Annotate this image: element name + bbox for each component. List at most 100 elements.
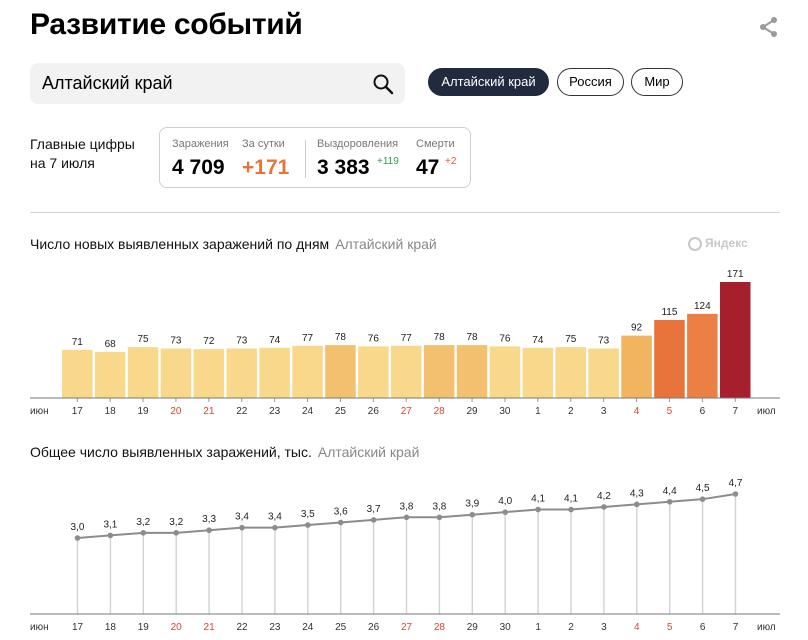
bar-value-label: 115 bbox=[661, 307, 677, 318]
daily-chart-title-text: Число новых выявленных заражений по дням bbox=[30, 236, 330, 252]
recovered-value: 3 383 bbox=[317, 156, 370, 179]
x-tick-label: 1 bbox=[535, 622, 541, 633]
data-point bbox=[305, 522, 311, 528]
x-end-label: июл bbox=[757, 406, 776, 417]
x-tick-label: 23 bbox=[269, 622, 281, 633]
bar bbox=[654, 319, 685, 398]
bar bbox=[456, 345, 488, 398]
x-tick-label: 17 bbox=[72, 622, 84, 633]
x-tick-label: 20 bbox=[171, 622, 183, 633]
data-point bbox=[272, 524, 278, 531]
bar bbox=[489, 346, 521, 398]
stats-card: Заражения 4 709 За сутки +171 Выздоровле… bbox=[159, 127, 471, 188]
page-title: Развитие событий bbox=[30, 8, 303, 41]
x-start-label: июн bbox=[30, 406, 49, 417]
bar bbox=[226, 348, 257, 398]
x-tick-label: 17 bbox=[72, 406, 84, 417]
data-point bbox=[107, 532, 114, 539]
total-chart-title-text: Общее число выявленных заражений, тыс. bbox=[30, 444, 312, 460]
recovered-label: Выздоровления bbox=[317, 138, 399, 150]
data-point bbox=[173, 530, 179, 536]
bar-value-label: 73 bbox=[236, 335, 248, 346]
x-tick-label: 21 bbox=[203, 406, 215, 417]
yandex-watermark-text: Яндекс bbox=[705, 236, 748, 250]
data-point bbox=[601, 504, 607, 510]
x-tick-label: 5 bbox=[667, 406, 673, 417]
bar bbox=[720, 282, 751, 398]
bar-value-label: 73 bbox=[598, 335, 610, 346]
total-chart-subtitle: Алтайский край bbox=[317, 444, 420, 460]
x-tick-label: 5 bbox=[667, 622, 673, 633]
point-value-label: 3,3 bbox=[202, 514, 216, 525]
data-point bbox=[634, 501, 640, 508]
bar-value-label: 71 bbox=[72, 337, 84, 348]
x-tick-label: 25 bbox=[335, 406, 347, 417]
point-value-label: 3,2 bbox=[136, 517, 150, 528]
x-tick-label: 20 bbox=[170, 406, 182, 417]
main-figures-title: Главные цифры bbox=[30, 136, 135, 152]
yandex-watermark: Яндекс bbox=[688, 236, 748, 251]
x-tick-label: 22 bbox=[236, 622, 248, 633]
x-tick-label: 27 bbox=[401, 622, 413, 633]
bar bbox=[94, 351, 126, 398]
data-point bbox=[699, 496, 706, 502]
bar-value-label: 76 bbox=[368, 333, 380, 344]
bar-value-label: 76 bbox=[499, 333, 511, 344]
point-value-label: 3,5 bbox=[301, 509, 315, 520]
bar-value-label: 74 bbox=[532, 335, 544, 346]
bar bbox=[193, 349, 225, 398]
bar-value-label: 72 bbox=[203, 336, 215, 347]
bar bbox=[62, 349, 93, 398]
point-value-label: 4,1 bbox=[564, 494, 578, 505]
bar-value-label: 77 bbox=[401, 333, 413, 344]
bar-value-label: 124 bbox=[694, 301, 711, 312]
point-value-label: 3,7 bbox=[367, 504, 381, 515]
bar-value-label: 77 bbox=[302, 333, 314, 344]
search-box bbox=[30, 63, 405, 104]
data-point bbox=[370, 517, 377, 523]
x-tick-label: 28 bbox=[434, 622, 446, 633]
data-point bbox=[239, 524, 245, 531]
bar bbox=[588, 348, 619, 398]
data-point bbox=[502, 509, 509, 515]
x-tick-label: 23 bbox=[269, 406, 281, 417]
search-icon[interactable] bbox=[372, 73, 394, 95]
point-value-label: 4,0 bbox=[498, 496, 512, 507]
bar bbox=[555, 347, 586, 398]
tab-world[interactable]: Мир bbox=[631, 68, 683, 96]
bar-value-label: 73 bbox=[170, 335, 182, 346]
total-chart-title: Общее число выявленных заражений, тыс. Ал… bbox=[30, 444, 419, 460]
data-point bbox=[732, 491, 739, 497]
share-icon[interactable] bbox=[758, 16, 780, 38]
data-point bbox=[436, 514, 443, 521]
x-tick-label: 18 bbox=[105, 406, 117, 417]
data-point bbox=[568, 506, 574, 513]
x-tick-label: 7 bbox=[733, 622, 739, 633]
point-value-label: 3,0 bbox=[71, 522, 85, 533]
x-tick-label: 29 bbox=[466, 406, 478, 417]
tab-russia[interactable]: Россия bbox=[557, 68, 624, 96]
main-figures-date: на 7 июля bbox=[30, 155, 95, 171]
deaths-delta: +2 bbox=[445, 156, 457, 167]
x-tick-label: 4 bbox=[634, 406, 640, 417]
yandex-logo-icon bbox=[688, 237, 702, 251]
bar bbox=[687, 313, 718, 398]
x-tick-label: 1 bbox=[535, 406, 541, 417]
bar-value-label: 78 bbox=[335, 332, 347, 343]
x-tick-label: 3 bbox=[601, 406, 607, 417]
x-tick-label: 2 bbox=[568, 406, 574, 417]
x-tick-label: 24 bbox=[302, 622, 314, 633]
point-value-label: 3,4 bbox=[268, 512, 282, 523]
point-value-label: 4,2 bbox=[597, 491, 611, 502]
bar bbox=[292, 345, 323, 398]
x-end-label: июл bbox=[757, 622, 776, 633]
tab-altai-krai[interactable]: Алтайский край bbox=[428, 68, 549, 96]
x-tick-label: 28 bbox=[434, 406, 446, 417]
point-value-label: 3,6 bbox=[334, 506, 348, 517]
bar bbox=[423, 345, 455, 398]
search-input[interactable] bbox=[30, 63, 372, 104]
stats-divider bbox=[305, 140, 306, 178]
bar-value-label: 75 bbox=[137, 334, 149, 345]
point-value-label: 3,8 bbox=[432, 501, 446, 512]
bar-value-label: 92 bbox=[631, 323, 643, 334]
